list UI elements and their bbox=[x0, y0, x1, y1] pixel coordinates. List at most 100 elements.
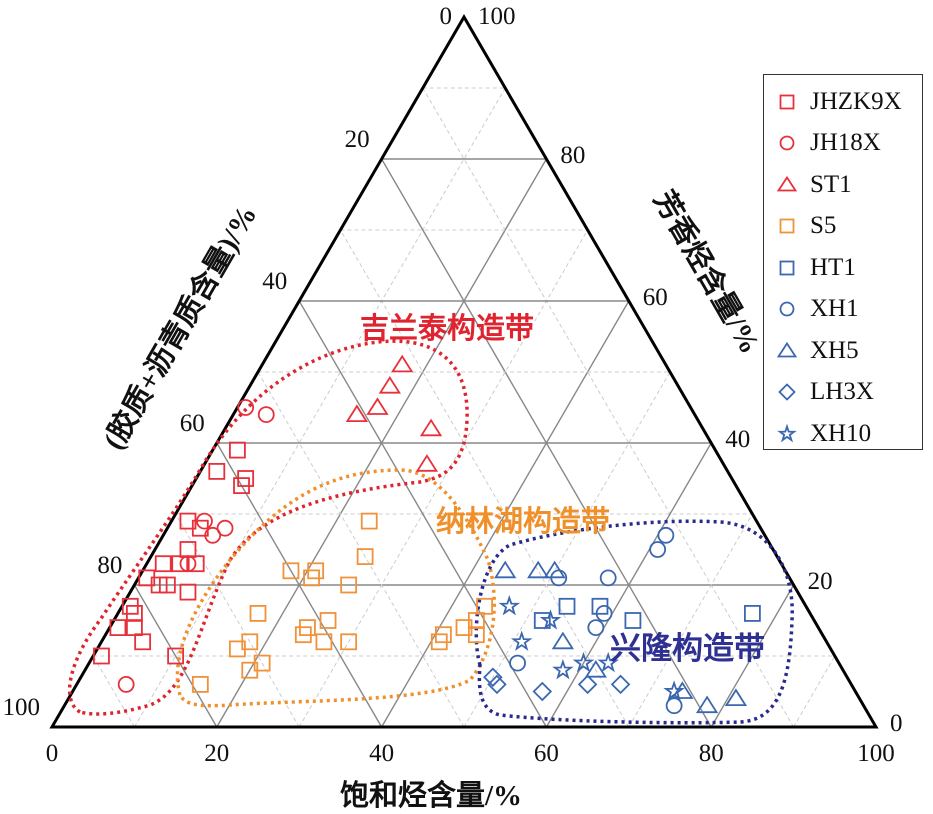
legend-label: XH10 bbox=[810, 419, 872, 447]
data-point-ht1 bbox=[533, 612, 551, 629]
grid-line bbox=[133, 87, 506, 728]
data-point-jh18x bbox=[196, 512, 213, 530]
legend-item-xh10: XH10 bbox=[776, 413, 922, 455]
legend-label: XH5 bbox=[810, 336, 859, 364]
grid-line bbox=[463, 371, 671, 728]
marker-triangle bbox=[776, 175, 798, 192]
data-point-xh10 bbox=[572, 651, 595, 673]
legend-label: S5 bbox=[810, 212, 837, 240]
legend-marker-square-icon bbox=[779, 260, 795, 276]
right-tick-label: 40 bbox=[725, 426, 750, 453]
legend-marker-circle-icon bbox=[779, 135, 795, 151]
legend-item-lh3x: LH3X bbox=[776, 372, 922, 414]
data-point-jhzk9x bbox=[171, 555, 189, 573]
data-point-jhzk9x bbox=[208, 462, 226, 480]
right-tick-label: 20 bbox=[808, 568, 833, 595]
data-point-s5 bbox=[315, 633, 333, 651]
data-point-s5 bbox=[253, 654, 271, 672]
data-point-st1 bbox=[419, 418, 443, 437]
marker-square bbox=[779, 94, 795, 110]
legend-marker-diamond-icon bbox=[778, 383, 796, 402]
left-tick-label: 100 bbox=[3, 694, 41, 721]
data-point-s5 bbox=[430, 633, 448, 651]
data-point-xh10 bbox=[597, 651, 619, 673]
legend-label: HT1 bbox=[810, 253, 856, 281]
marker-triangle bbox=[776, 341, 798, 358]
data-point-s5 bbox=[360, 512, 378, 530]
data-point-xh10 bbox=[552, 658, 574, 680]
legend-label: LH3X bbox=[810, 378, 874, 406]
bottom-axis-title: 饱和烃含量/% bbox=[340, 780, 523, 812]
marker-circle bbox=[779, 135, 795, 151]
legend-item-st1: ST1 bbox=[776, 164, 922, 206]
data-point-s5 bbox=[340, 576, 358, 594]
data-point-xh1 bbox=[649, 541, 667, 558]
grid-line bbox=[710, 584, 795, 728]
left-tick-label: 0 bbox=[440, 3, 453, 30]
legend-item-jhzk9x: JHZK9X bbox=[776, 81, 922, 123]
data-point-lh3x bbox=[483, 667, 503, 688]
data-point-st1 bbox=[391, 354, 414, 373]
legend-marker-circle-icon bbox=[779, 301, 795, 317]
region-outline-nalinhu bbox=[175, 468, 496, 708]
marker-square bbox=[779, 260, 795, 276]
data-point-jh18x bbox=[117, 676, 135, 693]
data-point-jhzk9x bbox=[134, 633, 152, 651]
data-point-xh5 bbox=[551, 631, 575, 650]
grid-line bbox=[339, 229, 630, 728]
data-point-s5 bbox=[191, 676, 209, 693]
data-point-jhzk9x bbox=[233, 477, 250, 495]
data-point-xh10 bbox=[498, 595, 521, 616]
marker-square bbox=[779, 218, 795, 234]
data-point-s5 bbox=[249, 605, 267, 622]
marker-diamond bbox=[778, 383, 796, 402]
data-point-ht1 bbox=[558, 597, 576, 615]
data-point-s5 bbox=[307, 562, 325, 580]
data-point-jhzk9x bbox=[167, 647, 185, 665]
data-point-st1 bbox=[345, 404, 369, 423]
region-label-nalinhu: 纳林湖构造带 bbox=[436, 506, 611, 538]
data-point-jhzk9x bbox=[187, 555, 205, 573]
legend-label: JH18X bbox=[810, 129, 881, 157]
data-point-s5 bbox=[340, 633, 358, 651]
data-point-lh3x bbox=[487, 674, 507, 695]
region-outline-jilantai bbox=[67, 339, 469, 716]
data-point-jh18x bbox=[237, 399, 255, 416]
data-point-jhzk9x bbox=[93, 647, 110, 665]
data-point-jhzk9x bbox=[228, 441, 246, 459]
data-point-xh1 bbox=[595, 605, 613, 622]
data-point-lh3x bbox=[532, 681, 553, 702]
data-point-xh5 bbox=[671, 681, 694, 699]
data-point-s5 bbox=[282, 562, 300, 580]
grid-line bbox=[175, 513, 300, 728]
left-tick-label: 60 bbox=[180, 410, 205, 437]
data-point-jh18x bbox=[204, 526, 222, 544]
data-point-xh1 bbox=[657, 526, 675, 544]
data-point-xh5 bbox=[724, 688, 748, 706]
data-point-lh3x bbox=[610, 674, 631, 695]
bottom-tick-label: 20 bbox=[204, 740, 229, 767]
grid-line bbox=[133, 584, 218, 728]
grid-line bbox=[545, 442, 712, 728]
grid-lines bbox=[92, 87, 836, 728]
data-point-s5 bbox=[228, 640, 246, 658]
legend-marker-triangle-icon bbox=[776, 175, 798, 192]
data-point-ht1 bbox=[744, 605, 761, 622]
data-point-lh3x bbox=[577, 674, 598, 695]
data-point-xh5 bbox=[584, 660, 607, 678]
legend-label: ST1 bbox=[810, 170, 852, 198]
grid-line bbox=[216, 442, 383, 728]
data-point-st1 bbox=[415, 454, 439, 472]
data-point-s5 bbox=[319, 612, 337, 629]
legend-item-xh1: XH1 bbox=[776, 289, 922, 331]
legend-label: XH1 bbox=[810, 295, 859, 323]
left-tick-label: 20 bbox=[345, 126, 370, 153]
marker-star bbox=[777, 423, 797, 443]
bottom-tick-label: 0 bbox=[46, 740, 59, 767]
data-point-xh10 bbox=[663, 680, 685, 701]
legend-item-xh5: XH5 bbox=[776, 330, 922, 372]
data-point-jh18x bbox=[257, 406, 275, 424]
data-point-xh1 bbox=[509, 654, 526, 672]
legend-item-ht1: HT1 bbox=[776, 247, 922, 289]
